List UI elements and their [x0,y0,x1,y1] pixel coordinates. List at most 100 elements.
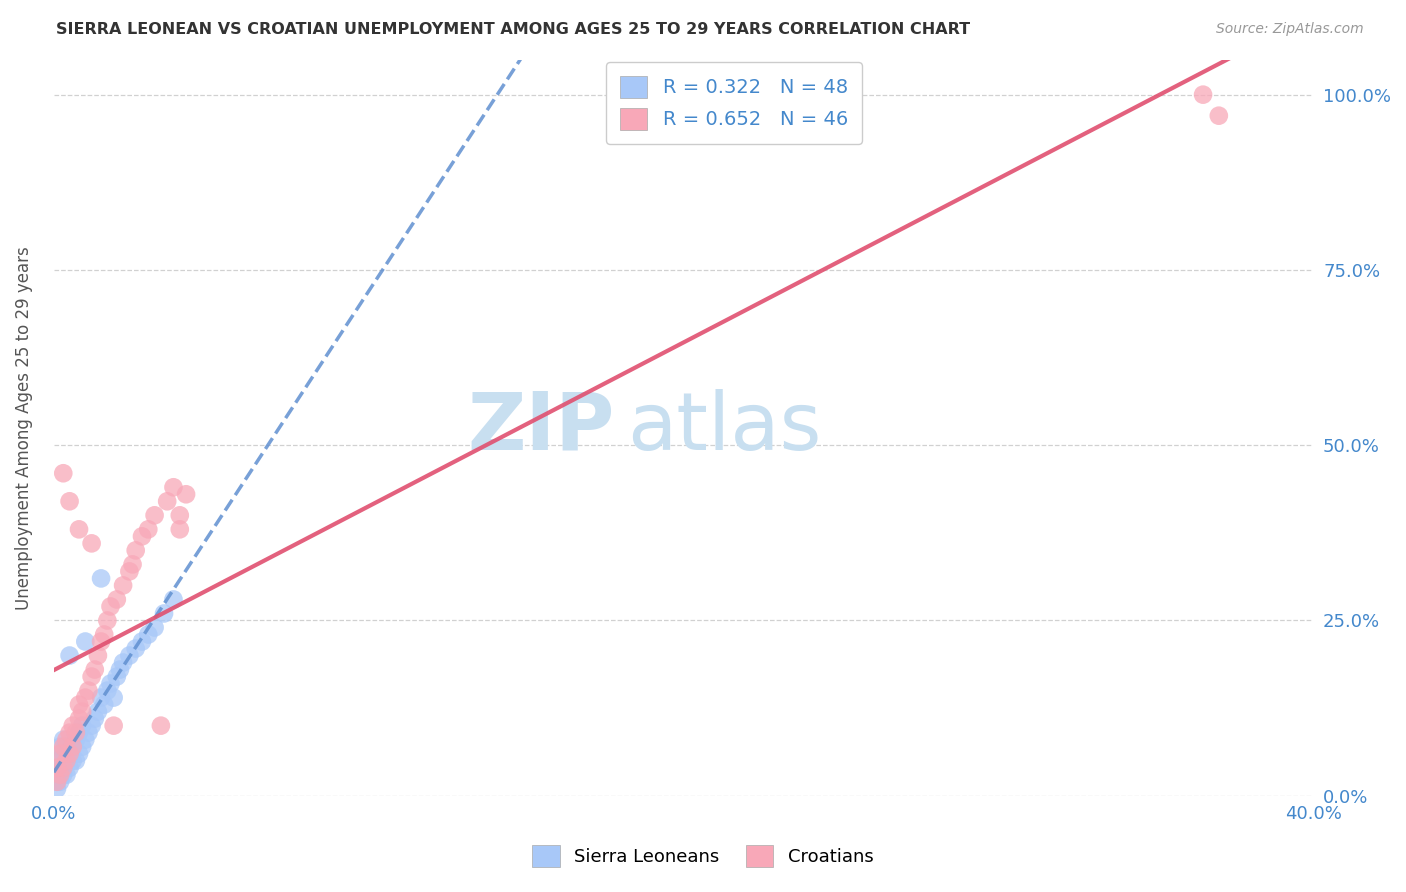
Point [77,683,100,698]
Point [143,508,166,523]
Point [83,663,105,677]
Point [49,739,72,754]
Point [67,698,90,712]
Point [75,732,97,747]
Point [52,761,75,775]
Point [75,634,97,648]
Point [83,712,105,726]
Point [162,480,184,494]
Point [125,543,148,558]
Point [52,739,75,754]
Legend: R = 0.322   N = 48, R = 0.652   N = 46: R = 0.322 N = 48, R = 0.652 N = 46 [606,62,862,144]
Point [75,690,97,705]
Point [96,683,118,698]
Point [103,719,125,733]
Point [67,725,90,739]
Point [1208,109,1230,123]
Point [118,648,141,663]
Point [49,768,72,782]
Point [70,705,93,719]
Point [67,712,90,726]
Point [62,739,84,754]
Y-axis label: Unemployment Among Ages 25 to 29 years: Unemployment Among Ages 25 to 29 years [15,246,32,609]
Point [174,487,197,501]
Point [52,467,75,481]
Point [80,669,103,683]
Point [90,634,112,648]
Point [46,768,69,782]
Point [49,774,72,789]
Point [121,558,143,572]
Point [70,739,93,754]
Point [162,592,184,607]
Point [55,754,77,768]
Point [149,719,172,733]
Point [52,732,75,747]
Point [112,578,135,592]
Point [58,747,80,761]
Point [96,614,118,628]
Point [49,747,72,761]
Point [46,774,69,789]
Point [103,690,125,705]
Point [90,690,112,705]
Point [112,656,135,670]
Point [131,634,153,648]
Point [58,761,80,775]
Point [169,522,191,536]
Point [136,522,159,536]
Point [77,725,100,739]
Point [46,781,69,796]
Point [52,747,75,761]
Point [108,663,131,677]
Point [62,719,84,733]
Text: atlas: atlas [627,389,821,467]
Point [65,754,87,768]
Point [105,592,128,607]
Point [93,698,115,712]
Point [58,648,80,663]
Point [93,627,115,641]
Point [52,768,75,782]
Point [46,761,69,775]
Text: Source: ZipAtlas.com: Source: ZipAtlas.com [1216,22,1364,37]
Legend: Sierra Leoneans, Croatians: Sierra Leoneans, Croatians [526,838,880,874]
Point [52,761,75,775]
Point [49,768,72,782]
Point [67,747,90,761]
Point [87,705,110,719]
Point [136,627,159,641]
Text: ZIP: ZIP [467,389,614,467]
Point [90,571,112,585]
Point [131,529,153,543]
Point [65,725,87,739]
Point [70,719,93,733]
Point [55,739,77,754]
Point [156,494,179,508]
Point [46,774,69,789]
Point [58,494,80,508]
Point [80,536,103,550]
Point [153,607,176,621]
Point [62,754,84,768]
Point [55,754,77,768]
Point [46,761,69,775]
Point [125,641,148,656]
Point [100,599,122,614]
Point [67,522,90,536]
Point [58,725,80,739]
Point [143,620,166,634]
Point [100,676,122,690]
Point [80,719,103,733]
Point [87,648,110,663]
Point [55,732,77,747]
Point [169,508,191,523]
Text: SIERRA LEONEAN VS CROATIAN UNEMPLOYMENT AMONG AGES 25 TO 29 YEARS CORRELATION CH: SIERRA LEONEAN VS CROATIAN UNEMPLOYMENT … [56,22,970,37]
Point [62,739,84,754]
Point [58,747,80,761]
Point [55,768,77,782]
Point [1192,87,1215,102]
Point [65,732,87,747]
Point [118,565,141,579]
Point [105,669,128,683]
